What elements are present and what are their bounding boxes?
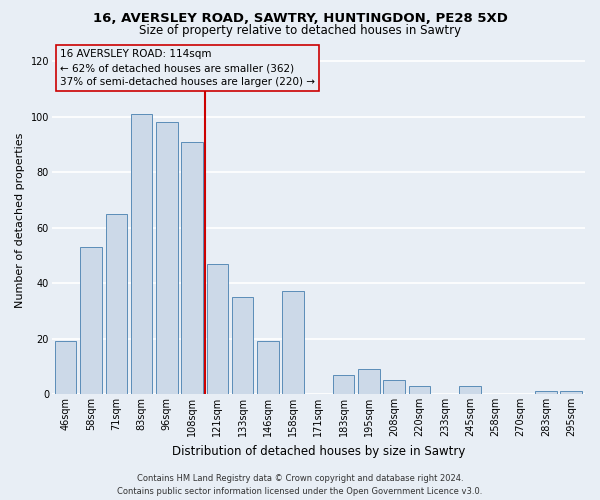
Text: 16, AVERSLEY ROAD, SAWTRY, HUNTINGDON, PE28 5XD: 16, AVERSLEY ROAD, SAWTRY, HUNTINGDON, P… [92,12,508,26]
Bar [333,374,355,394]
Bar [257,342,278,394]
Bar [55,342,76,394]
Bar [131,114,152,394]
Bar [560,391,582,394]
Bar [383,380,405,394]
Text: Size of property relative to detached houses in Sawtry: Size of property relative to detached ho… [139,24,461,37]
Bar [283,292,304,394]
Text: 16 AVERSLEY ROAD: 114sqm
← 62% of detached houses are smaller (362)
37% of semi-: 16 AVERSLEY ROAD: 114sqm ← 62% of detach… [60,49,315,87]
Text: Contains HM Land Registry data © Crown copyright and database right 2024.
Contai: Contains HM Land Registry data © Crown c… [118,474,482,496]
X-axis label: Distribution of detached houses by size in Sawtry: Distribution of detached houses by size … [172,444,465,458]
Bar [358,369,380,394]
Bar [232,297,253,394]
Bar [459,386,481,394]
Bar [106,214,127,394]
Bar [80,247,102,394]
Bar [535,391,557,394]
Bar [409,386,430,394]
Bar [206,264,228,394]
Y-axis label: Number of detached properties: Number of detached properties [15,133,25,308]
Bar [156,122,178,394]
Bar [181,142,203,394]
